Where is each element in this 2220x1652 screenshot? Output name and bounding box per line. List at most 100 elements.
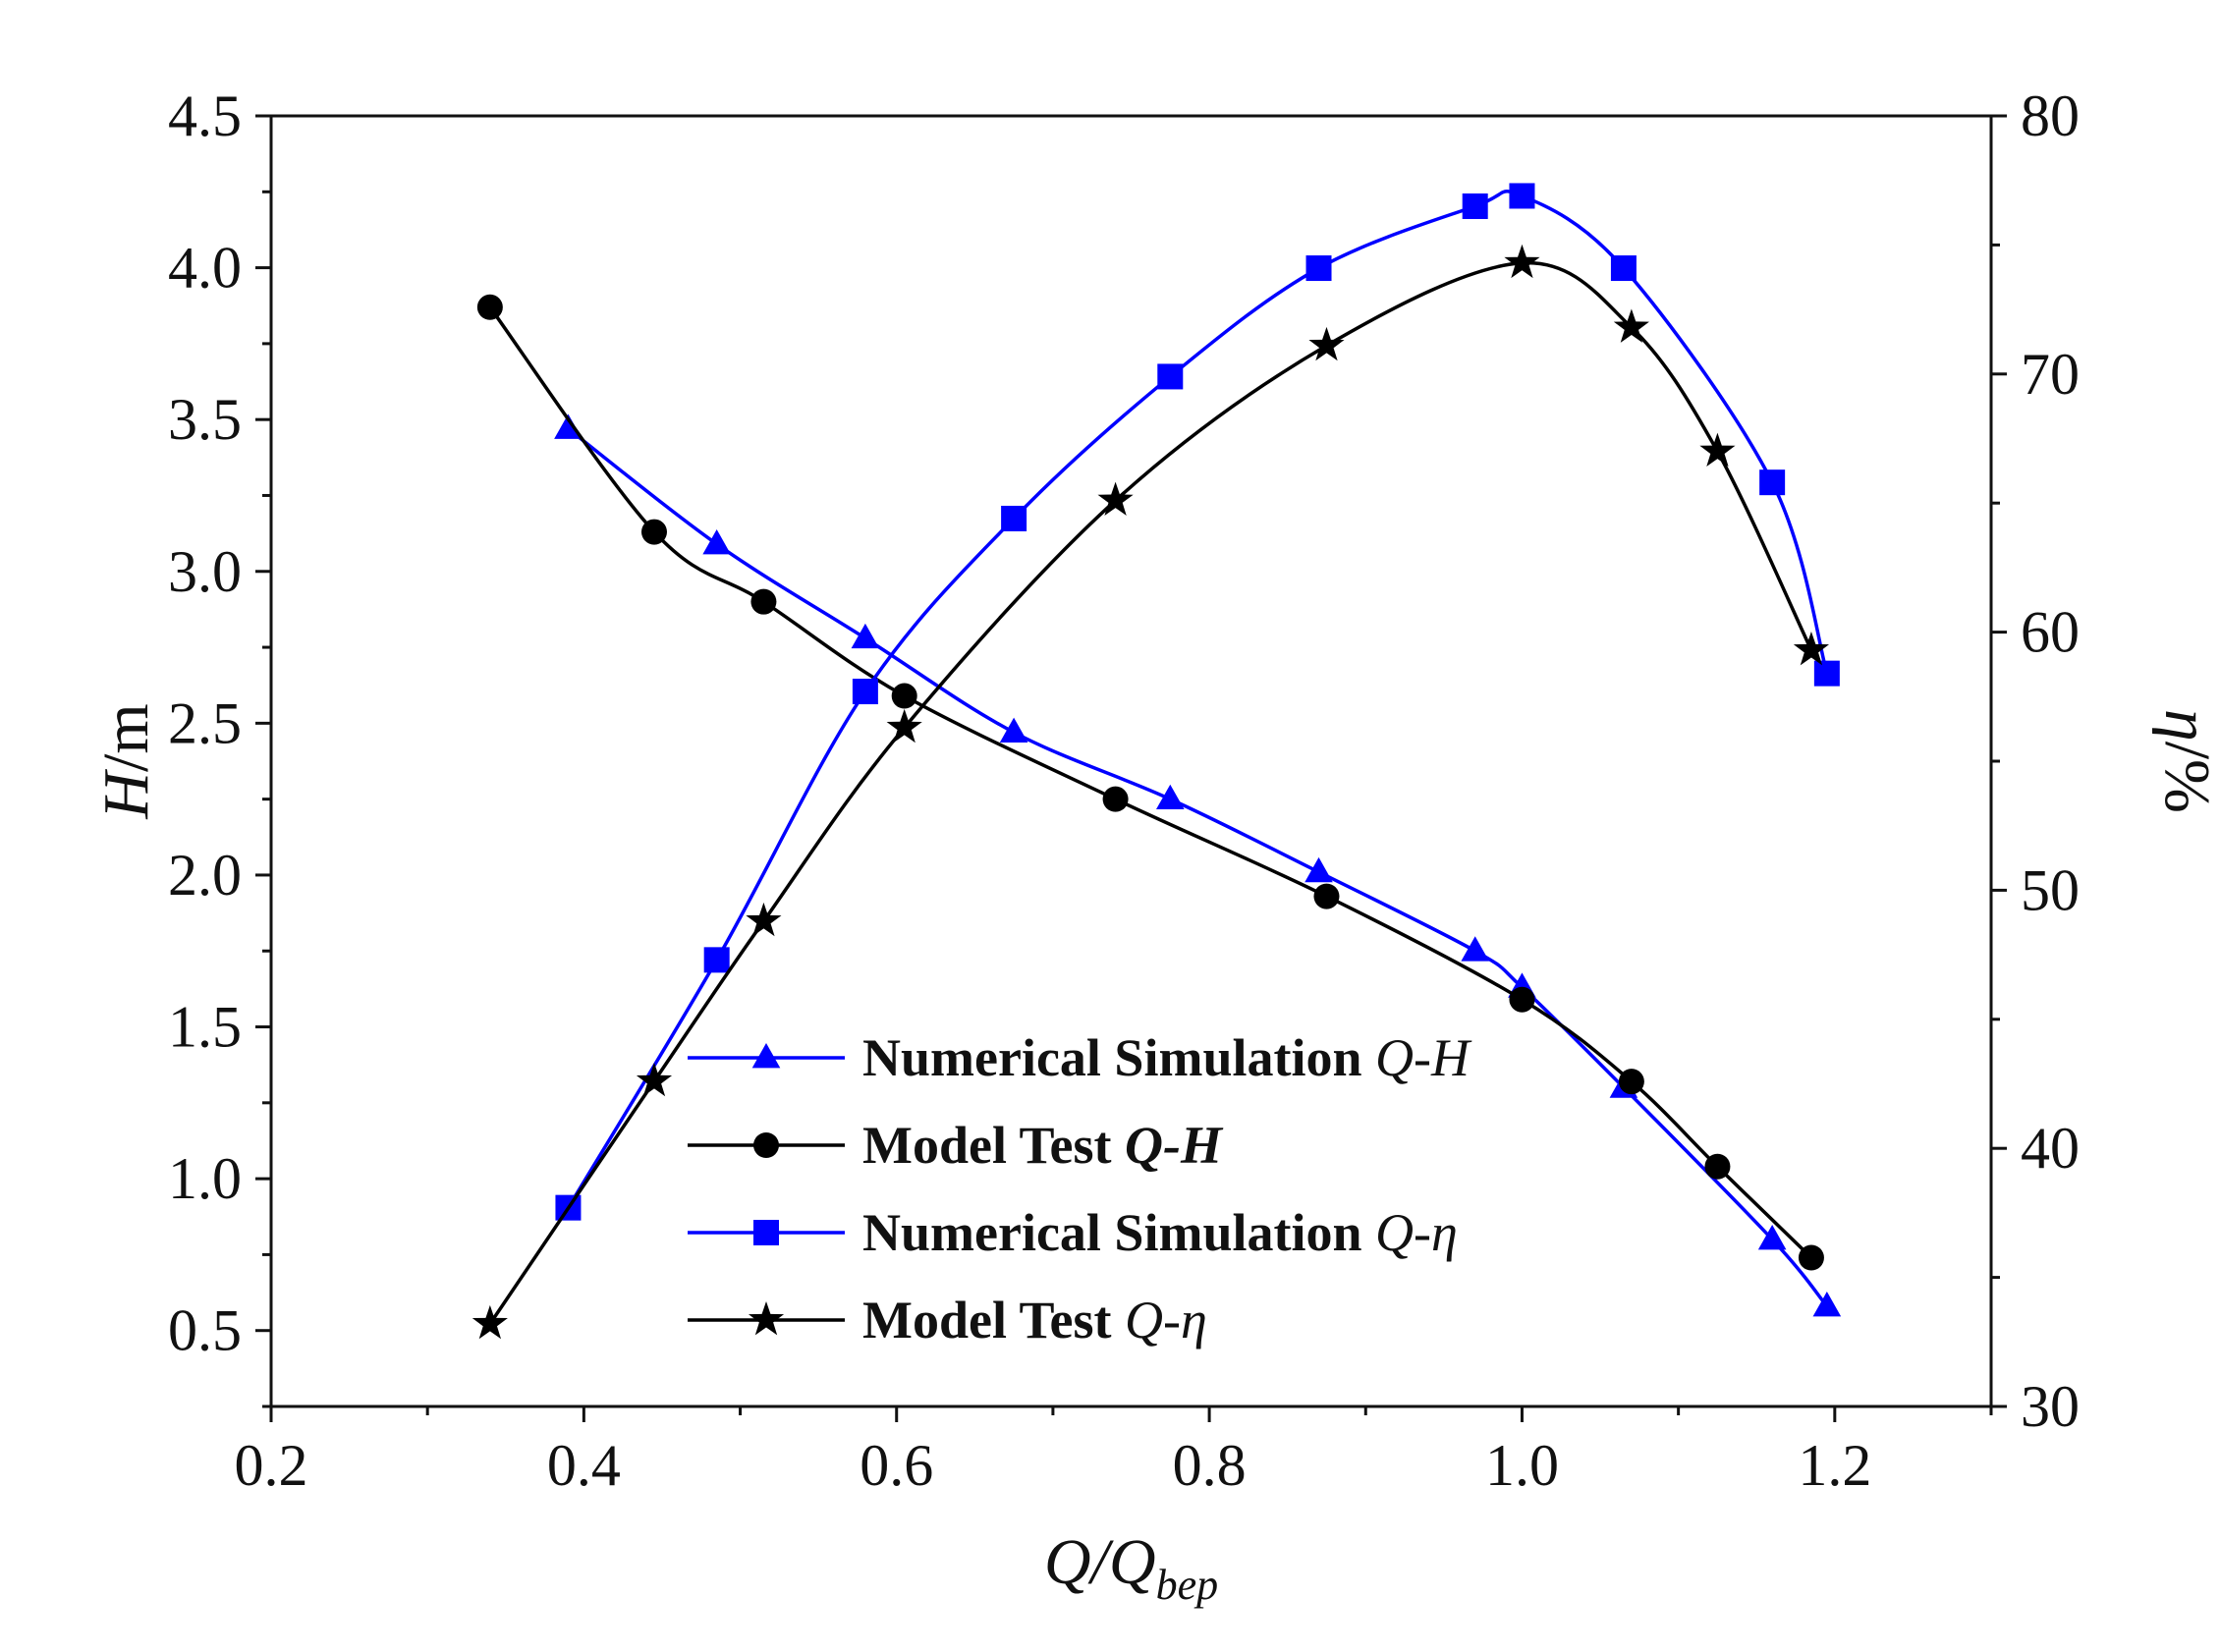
data-point [750, 588, 777, 615]
series-layer [472, 183, 1842, 1340]
series-line [488, 261, 1813, 1325]
y-left-tick-label: 2.5 [168, 690, 242, 755]
series-line [488, 305, 1813, 1259]
data-point [1305, 255, 1332, 282]
series-model-test-q-h [476, 294, 1824, 1271]
data-point [1699, 432, 1736, 468]
data-point [1618, 1069, 1644, 1095]
y-left-tick-label: 1.5 [168, 995, 242, 1060]
data-point [554, 413, 583, 439]
data-point [1304, 856, 1333, 883]
data-point [1704, 1153, 1731, 1180]
series-line [567, 427, 1829, 1308]
data-point [891, 683, 917, 709]
series-line [566, 190, 1829, 1209]
data-point [1504, 244, 1540, 279]
series-model-test-q- [472, 244, 1830, 1340]
legend-marker [753, 1220, 779, 1245]
y-left-tick-label: 4.0 [168, 236, 242, 301]
data-point [1610, 255, 1637, 282]
data-point [1157, 363, 1184, 390]
y-left-tick-label: 4.5 [168, 83, 242, 148]
legend-marker [748, 1301, 785, 1336]
x-axis-title-sub: bep [1156, 1561, 1219, 1609]
data-point [1097, 481, 1134, 516]
legend-label: Numerical Simulation Q-η [862, 1203, 1458, 1262]
y-right-axis-title: η/% [2151, 709, 2220, 813]
x-tick-label: 0.8 [1173, 1433, 1247, 1498]
legend-entry: Numerical Simulation Q-H [688, 1028, 1472, 1087]
legend-label-text: Model Test [862, 1116, 1125, 1175]
y-left-tick-label: 0.5 [168, 1298, 242, 1363]
data-point [1509, 183, 1535, 209]
labels-layer: 0.2 0.4 0.6 0.8 1.0 1.2 0.5 1.0 1.5 2.0 2.5 3.0 3.5 4… [90, 83, 2220, 1609]
y-left-axis-title: H/m [90, 703, 162, 819]
y-left-tick-label: 3.0 [168, 539, 242, 604]
data-point [1155, 784, 1185, 810]
y-left-title-unit: /m [90, 703, 162, 772]
y-right-tick-label: 80 [2021, 83, 2080, 148]
data-point [703, 947, 730, 973]
x-axis-title: Q/Qbep [1044, 1526, 1218, 1609]
y-right-tick-label: 40 [2021, 1116, 2080, 1181]
data-point [886, 708, 922, 743]
data-point [1509, 986, 1535, 1013]
legend-label-text: Numerical Simulation [862, 1203, 1375, 1262]
y-right-tick-label: 60 [2021, 600, 2080, 665]
y-left-tick-label: 1.0 [168, 1146, 242, 1211]
x-tick-label: 0.6 [860, 1433, 933, 1498]
y-left-tick-label: 3.5 [168, 387, 242, 452]
x-tick-label: 1.2 [1798, 1433, 1871, 1498]
y-right-tick-label: 50 [2021, 857, 2080, 922]
x-axis-title-main: Q/Q [1044, 1526, 1156, 1598]
data-point [640, 519, 667, 545]
series-numerical-simulation-q-h [554, 413, 1842, 1317]
legend-entry: Model Test Q-η [688, 1291, 1207, 1349]
x-tick-label: 0.4 [547, 1433, 621, 1498]
y-right-tick-label: 30 [2021, 1374, 2080, 1439]
data-point [1001, 505, 1027, 531]
data-point [1308, 326, 1345, 361]
y-left-tick-label: 2.0 [168, 843, 242, 908]
legend-label-text: Numerical Simulation [862, 1028, 1375, 1087]
x-tick-label: 0.2 [235, 1433, 308, 1498]
data-point [702, 528, 731, 555]
legend-label: Model Test Q-η [862, 1291, 1207, 1349]
axes-layer [255, 114, 2007, 1422]
legend-marker [753, 1132, 779, 1158]
data-point [851, 623, 880, 649]
y-right-title-unit: /% [2151, 742, 2220, 813]
legend-label-symbol: Q-H [1125, 1116, 1224, 1175]
data-point [1461, 936, 1489, 962]
data-point [1757, 1225, 1787, 1250]
y-left-title-symbol: H [90, 769, 162, 820]
data-point [999, 717, 1028, 743]
y-right-title-symbol: η [2151, 709, 2220, 742]
data-point [746, 902, 782, 937]
data-point [1812, 1292, 1842, 1317]
data-point [1759, 469, 1786, 496]
legend-entry: Model Test Q-H [688, 1116, 1224, 1175]
legend-label-symbol: Q-H [1375, 1028, 1472, 1087]
legend-label-symbol: Q-η [1125, 1291, 1207, 1349]
legend-marker [751, 1043, 781, 1069]
data-point [1793, 631, 1830, 666]
x-tick-label: 1.0 [1485, 1433, 1559, 1498]
legend-label: Numerical Simulation Q-H [862, 1028, 1472, 1087]
data-point [636, 1062, 673, 1097]
data-point [1613, 308, 1649, 343]
data-point [1102, 786, 1129, 812]
data-point [1313, 883, 1340, 909]
data-point [1462, 193, 1488, 219]
y-right-tick-label: 70 [2021, 342, 2080, 407]
data-point [1798, 1244, 1824, 1271]
legend-label-symbol: Q-η [1375, 1203, 1458, 1262]
legend-label-text: Model Test [862, 1291, 1125, 1349]
data-point [1813, 660, 1840, 687]
legend-entry: Numerical Simulation Q-η [688, 1203, 1458, 1262]
data-point [852, 679, 878, 705]
data-point [472, 1304, 508, 1340]
data-point [476, 294, 503, 320]
